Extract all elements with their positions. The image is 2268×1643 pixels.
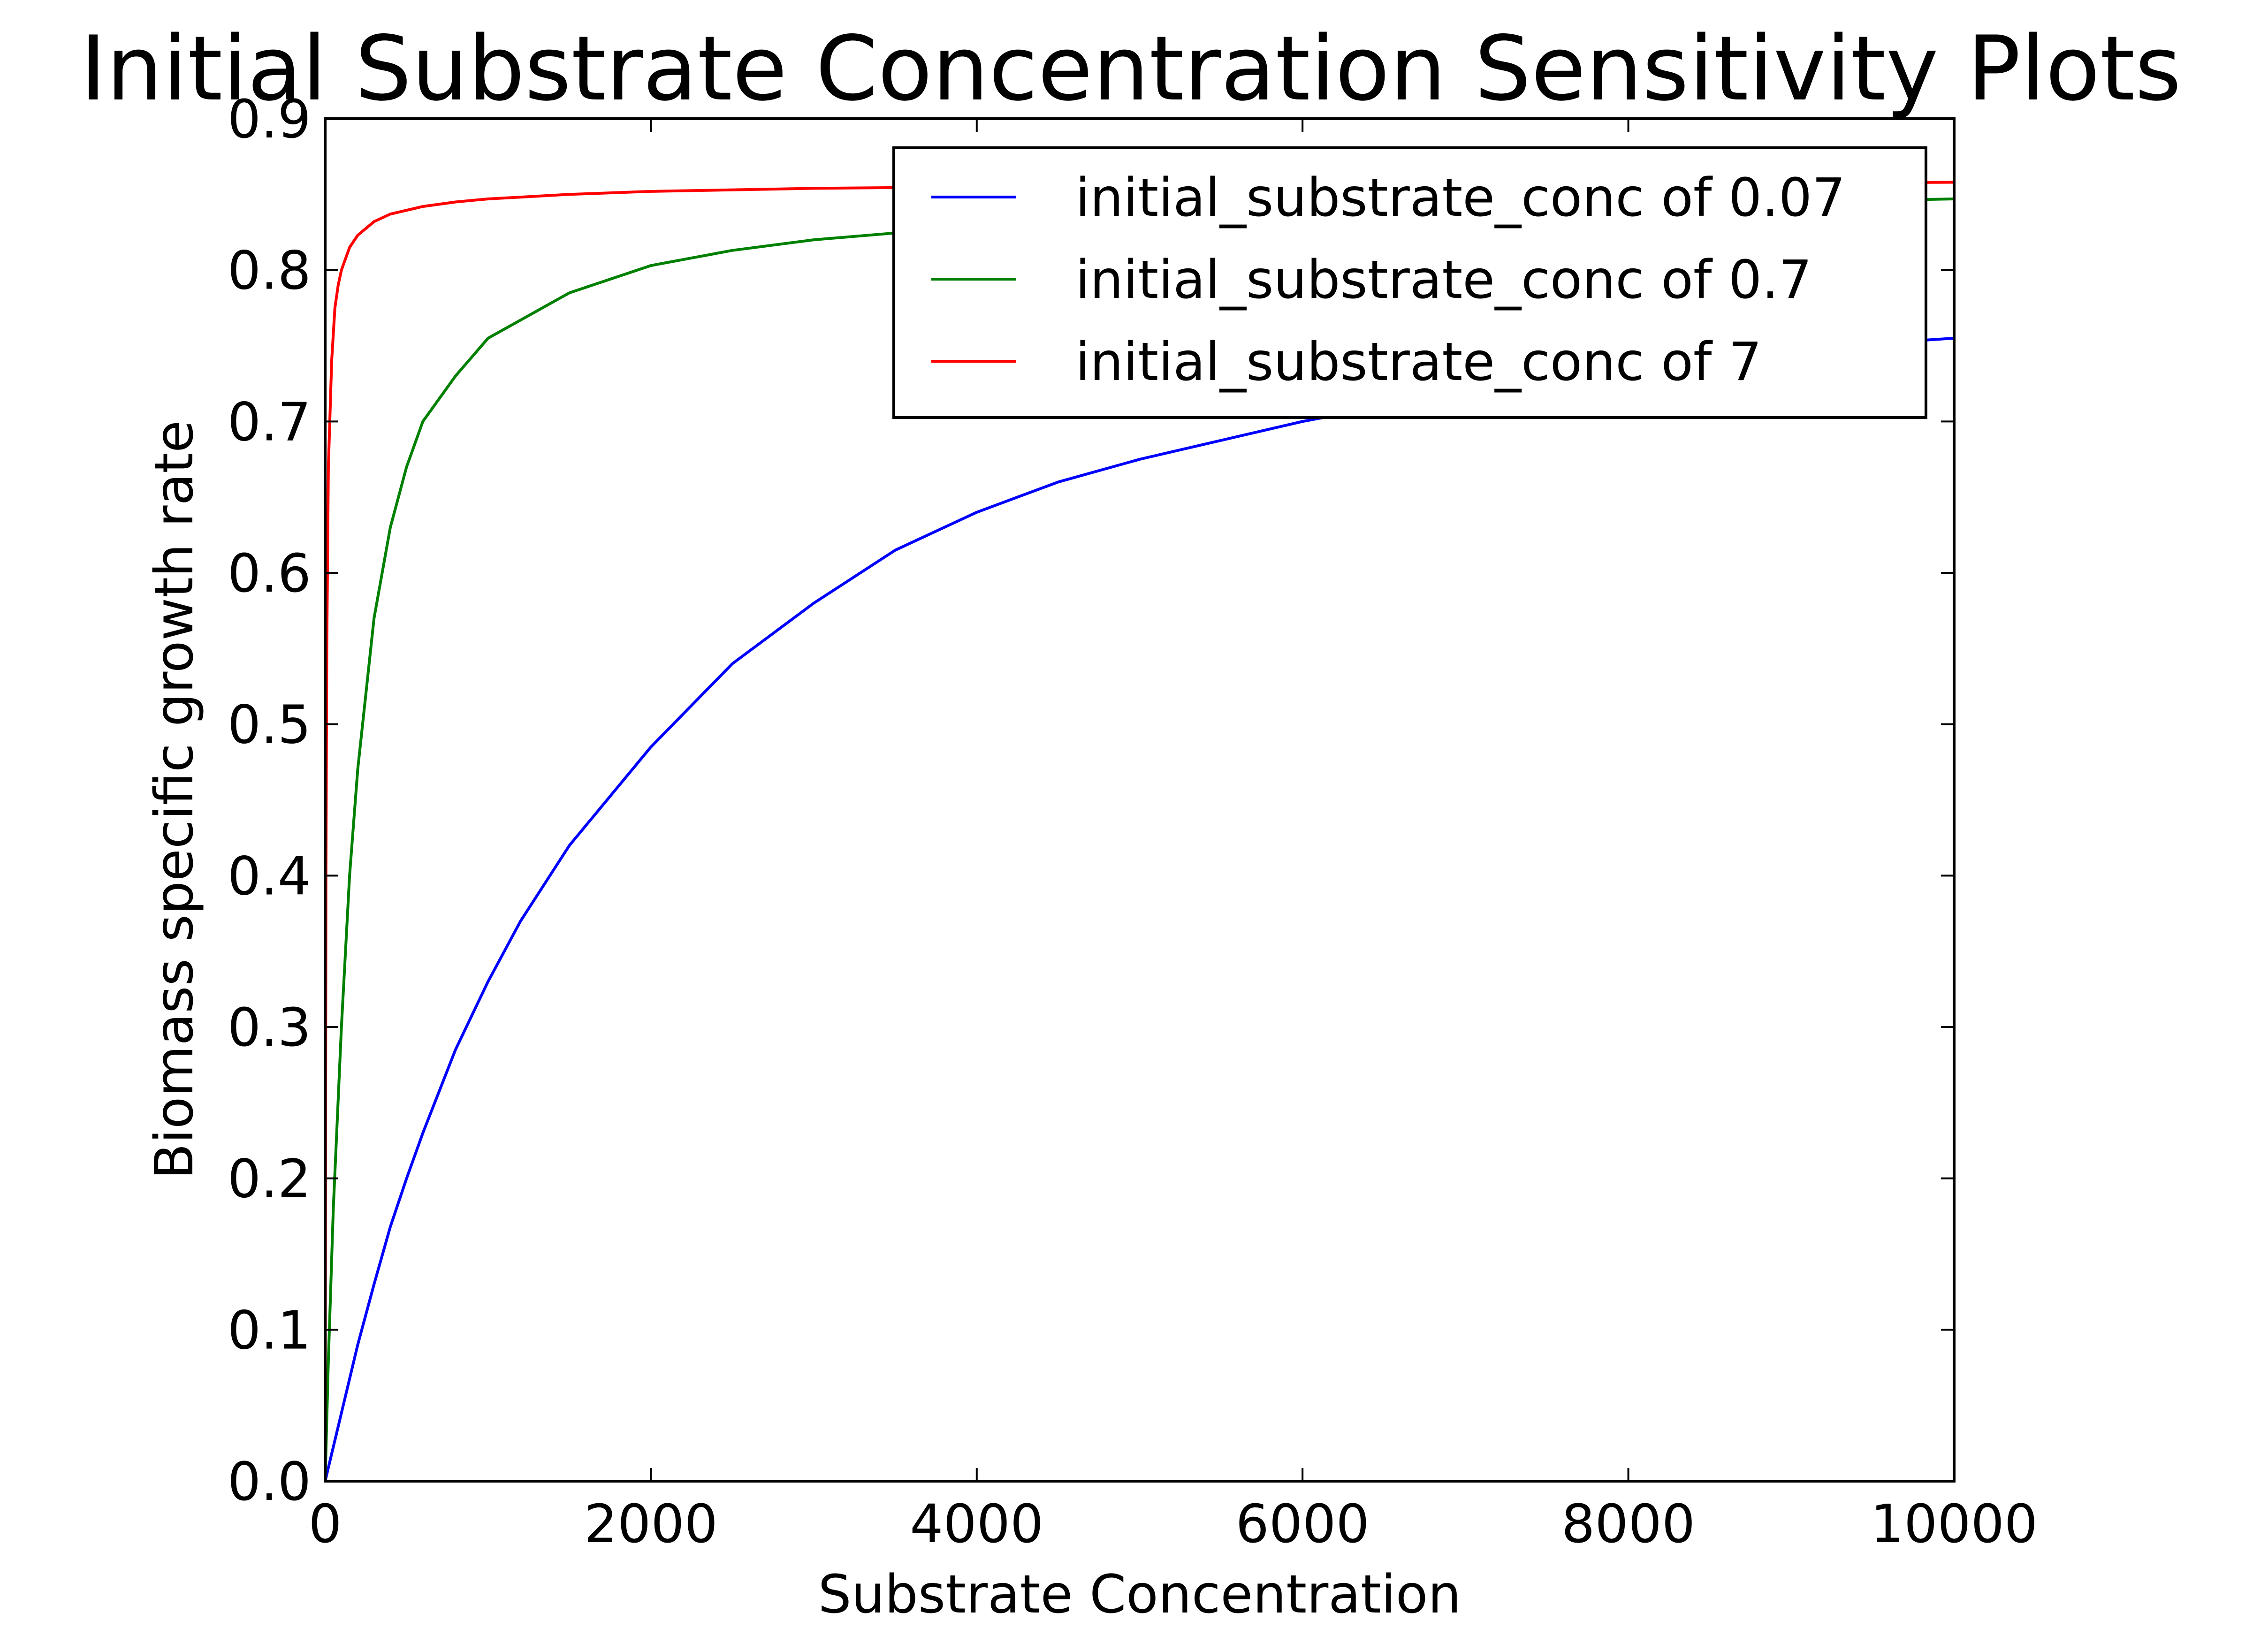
y-tick-label: 0.3 [228, 997, 311, 1058]
y-tick-label: 0.4 [228, 846, 311, 907]
x-tick-label: 4000 [910, 1494, 1043, 1555]
y-tick-label: 0.9 [228, 89, 311, 150]
legend-label-0: initial_substrate_conc of 0.07 [1075, 167, 1845, 228]
y-tick-label: 0.2 [228, 1149, 311, 1210]
legend-label-1: initial_substrate_conc of 0.7 [1075, 250, 1812, 311]
x-tick-label: 10000 [1871, 1494, 2038, 1555]
chart-title: Initial Substrate Concentration Sensitiv… [80, 17, 2182, 121]
x-tick-label: 2000 [584, 1494, 718, 1555]
x-tick-label: 6000 [1236, 1494, 1370, 1555]
y-tick-label: 0.6 [228, 543, 311, 604]
legend-label-2: initial_substrate_conc of 7 [1075, 332, 1762, 393]
y-tick-label: 0.7 [228, 392, 311, 453]
y-tick-label: 0.0 [228, 1452, 311, 1513]
legend: initial_substrate_conc of 0.07 initial_su… [892, 146, 1927, 419]
legend-box [892, 146, 1927, 419]
y-tick-label: 0.8 [228, 241, 311, 302]
plot-frame [324, 117, 1956, 1483]
y-tick-label: 0.5 [228, 695, 311, 756]
y-axis-label: Biomass specific growth rate [144, 420, 205, 1179]
ticks-group: 0 2000 4000 6000 8000 10000 0.0 0.1 0.2 0.3 0.4 0.5… [228, 89, 2038, 1555]
y-tick-label: 0.1 [228, 1300, 311, 1361]
x-tick-label: 0 [308, 1494, 342, 1555]
x-axis-label: Substrate Concentration [818, 1564, 1461, 1625]
x-tick-label: 8000 [1561, 1494, 1695, 1555]
